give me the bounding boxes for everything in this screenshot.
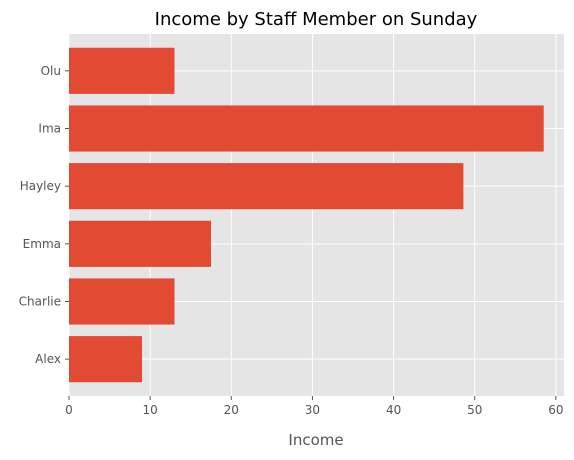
x-tick-label: 40 <box>386 403 401 417</box>
bar-ima <box>69 105 544 151</box>
y-tick-label: Ima <box>38 122 61 136</box>
y-tick-label: Emma <box>23 237 61 251</box>
bar-alex <box>69 336 142 382</box>
y-tick-label: Olu <box>41 64 61 78</box>
x-axis-ticks: 0 10 20 30 40 50 60 <box>65 396 563 417</box>
y-axis-ticks: Alex Charlie Emma Hayley Ima Olu <box>19 64 69 366</box>
y-tick-label: Alex <box>35 352 61 366</box>
y-tick-label: Hayley <box>20 179 61 193</box>
y-tick-label: Charlie <box>19 295 61 309</box>
bar-emma <box>69 221 211 267</box>
bar-olu <box>69 48 174 94</box>
x-tick-label: 30 <box>305 403 320 417</box>
x-tick-label: 0 <box>65 403 73 417</box>
chart-title: Income by Staff Member on Sunday <box>155 9 478 30</box>
bar-charlie <box>69 278 174 324</box>
x-tick-label: 20 <box>224 403 239 417</box>
x-tick-label: 50 <box>467 403 482 417</box>
x-tick-label: 60 <box>548 403 563 417</box>
x-tick-label: 10 <box>143 403 158 417</box>
x-axis-label: Income <box>288 431 343 449</box>
bar-hayley <box>69 163 463 209</box>
